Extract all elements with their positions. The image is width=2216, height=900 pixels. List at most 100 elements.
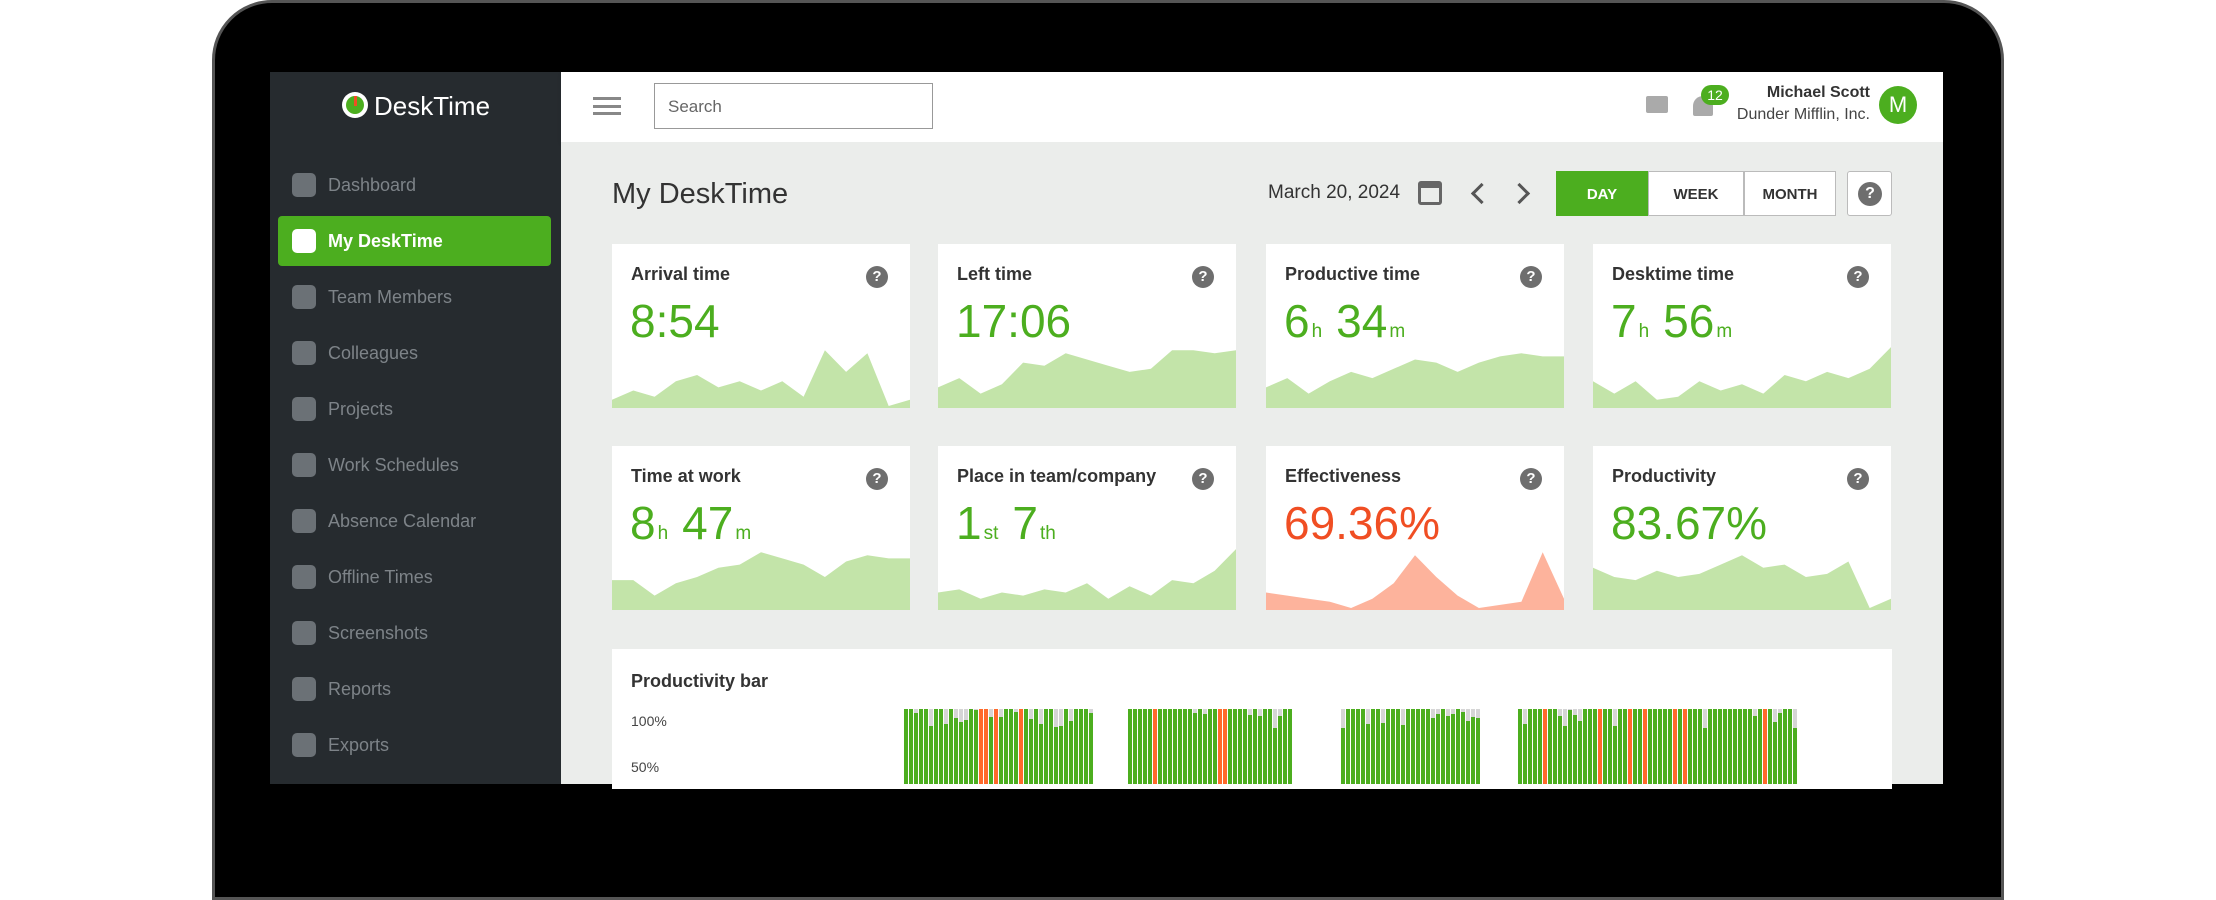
bar-idle xyxy=(1273,709,1277,728)
view-button[interactable]: DAY xyxy=(1556,171,1648,216)
bar xyxy=(1441,709,1445,784)
sparkline-area xyxy=(938,350,1236,408)
bar-idle xyxy=(1069,709,1073,721)
bar xyxy=(1638,709,1642,784)
value-unit: m xyxy=(735,523,752,544)
bar xyxy=(994,709,998,784)
stat-card: Arrival time? 8:54 xyxy=(612,244,910,408)
chat-icon[interactable] xyxy=(1646,96,1668,113)
nav-icon xyxy=(292,285,316,309)
nav-item[interactable]: Team Members xyxy=(278,272,551,322)
card-value: 6 h 34 m xyxy=(1284,294,1419,348)
nav-item[interactable]: Colleagues xyxy=(278,328,551,378)
bar xyxy=(1381,723,1385,784)
nav-item[interactable]: Work Schedules xyxy=(278,440,551,490)
menu-button[interactable] xyxy=(593,97,621,115)
sparkline-area xyxy=(1266,552,1564,610)
bar xyxy=(1416,709,1420,784)
bar-idle xyxy=(914,709,918,713)
bar xyxy=(1039,724,1043,784)
bar xyxy=(1168,709,1172,784)
bar xyxy=(974,710,978,784)
bar xyxy=(1753,716,1757,784)
view-button[interactable]: MONTH xyxy=(1744,171,1836,216)
bar xyxy=(1693,709,1697,784)
bar xyxy=(1178,709,1182,784)
bar-idle xyxy=(1753,709,1757,716)
bar xyxy=(1054,727,1058,784)
nav-item[interactable]: Screenshots xyxy=(278,608,551,658)
bar xyxy=(1523,724,1527,784)
bar xyxy=(1593,709,1597,784)
bar xyxy=(969,709,973,784)
bar xyxy=(1213,709,1217,784)
nav-label: Projects xyxy=(328,399,394,419)
bar xyxy=(959,722,963,784)
bar-idle xyxy=(1578,709,1582,721)
bar xyxy=(1728,709,1732,784)
bar xyxy=(1163,709,1167,784)
bar xyxy=(1238,709,1242,784)
search-box[interactable]: Search xyxy=(654,83,933,129)
sparkline xyxy=(1593,347,1891,408)
nav-item[interactable]: Dashboard xyxy=(278,160,551,210)
bar xyxy=(1253,709,1257,784)
stat-card: Effectiveness? 69.36% xyxy=(1266,446,1564,610)
nav-item[interactable]: Projects xyxy=(278,384,551,434)
bar-idle xyxy=(974,709,978,710)
card-help: ? xyxy=(1520,468,1542,490)
value-number: 8 xyxy=(630,497,656,549)
bar xyxy=(1518,709,1522,784)
avatar[interactable]: M xyxy=(1879,86,1917,124)
bar xyxy=(1758,709,1762,784)
bar-idle xyxy=(944,709,948,724)
stat-card: Time at work? 8 h 47 m xyxy=(612,446,910,610)
nav-label: Absence Calendar xyxy=(328,511,477,531)
card-help: ? xyxy=(1520,266,1542,288)
bar-idle xyxy=(1436,709,1440,714)
bar-idle xyxy=(1773,709,1777,722)
bar xyxy=(1198,709,1202,784)
nav-icon xyxy=(292,173,316,197)
card-label: Arrival time xyxy=(631,264,731,284)
bar xyxy=(1568,710,1572,784)
value-number: 7 xyxy=(1012,497,1038,549)
bar xyxy=(1411,709,1415,784)
card-help: ? xyxy=(866,266,888,288)
value-number: 69.36% xyxy=(1284,497,1441,549)
bar xyxy=(1049,709,1053,784)
bar-idle xyxy=(1778,709,1782,713)
bar-idle xyxy=(1461,709,1465,712)
nav-item[interactable]: Absence Calendar xyxy=(278,496,551,546)
bar-idle xyxy=(1258,709,1262,716)
view-button[interactable]: WEEK xyxy=(1648,171,1744,216)
bar xyxy=(1341,728,1345,784)
bar xyxy=(1708,709,1712,784)
nav-icon xyxy=(292,565,316,589)
nav-item[interactable]: Reports xyxy=(278,664,551,714)
bar xyxy=(979,709,983,784)
nav-label: My DeskTime xyxy=(328,231,443,251)
bar xyxy=(964,720,968,784)
bar xyxy=(1578,721,1582,784)
bar xyxy=(1613,726,1617,784)
nav-item[interactable]: My DeskTime xyxy=(278,216,551,266)
bar xyxy=(1371,709,1375,784)
calendar-icon[interactable] xyxy=(1418,181,1442,205)
card-label: Desktime time xyxy=(1612,264,1735,284)
bar xyxy=(1688,709,1692,784)
bar xyxy=(1009,709,1013,784)
bar-idle xyxy=(1089,709,1093,713)
bar xyxy=(1401,725,1405,784)
bar xyxy=(1258,716,1262,784)
bar xyxy=(1004,709,1008,784)
bar xyxy=(1678,709,1682,784)
help-button[interactable]: ? xyxy=(1847,171,1892,216)
nav-item[interactable]: Offline Times xyxy=(278,552,551,602)
bar-idle xyxy=(1558,709,1562,716)
value-number: 8:54 xyxy=(630,295,720,347)
bar xyxy=(1208,709,1212,784)
nav-item[interactable]: Exports xyxy=(278,720,551,770)
bar xyxy=(1346,709,1350,784)
bar xyxy=(1738,709,1742,784)
